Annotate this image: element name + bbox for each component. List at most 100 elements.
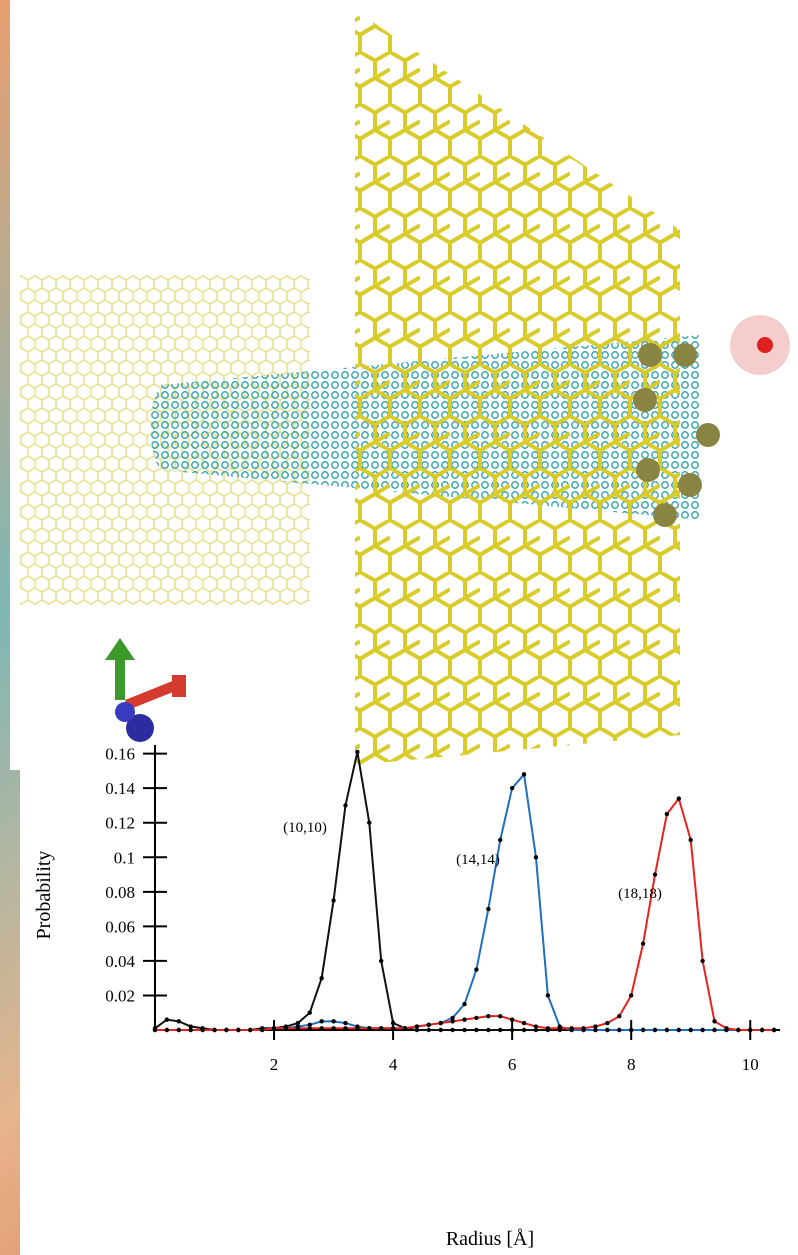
data-point — [640, 941, 646, 946]
data-point — [509, 1027, 515, 1033]
data-point — [224, 1027, 229, 1033]
data-point — [390, 1026, 396, 1031]
data-point — [378, 1026, 384, 1031]
data-point — [498, 837, 503, 843]
data-point — [331, 1026, 336, 1031]
data-point — [593, 1024, 598, 1029]
data-point — [605, 1027, 610, 1033]
data-point — [295, 1026, 301, 1031]
data-point — [521, 1020, 527, 1026]
data-point — [628, 1027, 634, 1033]
data-point — [414, 1024, 420, 1029]
data-point — [450, 1015, 455, 1021]
data-point — [712, 1027, 717, 1033]
y-tick-label: 0.04 — [105, 952, 135, 971]
data-point — [509, 1017, 515, 1022]
data-point — [545, 1026, 551, 1031]
chart-panel — [130, 840, 798, 1255]
data-point — [688, 837, 693, 843]
data-point — [628, 993, 634, 998]
data-point — [474, 1015, 479, 1021]
data-point — [605, 1020, 610, 1026]
y-tick-label: 0.12 — [105, 814, 135, 833]
data-point — [652, 1027, 658, 1033]
y-tick-label: 0.08 — [105, 883, 135, 902]
y-tick-label: 0.02 — [105, 986, 135, 1005]
data-point — [474, 967, 479, 972]
data-point — [438, 1027, 443, 1033]
x-tick-label: 10 — [742, 1055, 759, 1074]
oxygen-atom — [757, 337, 773, 353]
y-tick-label: 0.16 — [105, 745, 135, 764]
data-point — [509, 785, 515, 791]
data-point — [593, 1027, 598, 1033]
data-point — [712, 1019, 717, 1024]
y-axis-label: Probability — [33, 851, 55, 940]
data-point — [557, 1026, 562, 1031]
graphene-sheet-front — [355, 10, 680, 765]
data-point — [688, 1027, 693, 1033]
data-point — [533, 855, 539, 860]
data-point — [414, 1027, 420, 1033]
data-point — [676, 1027, 682, 1033]
data-point — [402, 1026, 408, 1031]
data-point — [759, 1027, 765, 1033]
data-point — [355, 749, 360, 755]
data-point — [307, 1026, 312, 1031]
data-point — [617, 1027, 622, 1033]
data-point — [343, 1026, 348, 1031]
data-point — [438, 1020, 443, 1026]
data-point — [700, 958, 705, 964]
data-point — [152, 1027, 158, 1033]
data-point — [545, 993, 551, 998]
data-point — [331, 898, 336, 903]
x-tick-label: 8 — [627, 1055, 636, 1074]
y-tick-label: 0.06 — [105, 917, 135, 936]
series-label: (10,10) — [283, 820, 327, 836]
data-point — [521, 1027, 527, 1033]
data-point — [176, 1027, 182, 1033]
data-point — [486, 1027, 491, 1033]
data-point — [212, 1027, 217, 1033]
data-point — [426, 1022, 432, 1028]
data-point — [367, 820, 372, 825]
data-point — [724, 1026, 729, 1031]
data-point — [343, 803, 348, 808]
data-point — [652, 872, 658, 877]
series-label: (14,14) — [456, 852, 500, 868]
data-point — [521, 772, 527, 777]
axes-glyph — [105, 638, 186, 742]
data-point — [498, 1013, 503, 1019]
data-point — [378, 958, 384, 964]
x-tick-label: 2 — [270, 1055, 279, 1074]
data-point — [771, 1027, 777, 1033]
data-point — [450, 1027, 455, 1033]
data-point — [486, 906, 491, 912]
data-point — [283, 1026, 289, 1031]
x-tick-label: 6 — [508, 1055, 517, 1074]
data-point — [426, 1027, 432, 1033]
y-tick-label: 0.14 — [105, 779, 135, 798]
data-point — [307, 1010, 312, 1015]
data-point — [176, 1019, 182, 1024]
water-molecules — [633, 343, 720, 527]
data-point — [640, 1027, 646, 1033]
data-point — [533, 1027, 539, 1033]
data-point — [462, 1027, 467, 1033]
data-point — [295, 1020, 301, 1026]
data-point — [343, 1020, 348, 1026]
x-tick-label: 4 — [389, 1055, 398, 1074]
data-point — [474, 1027, 479, 1033]
data-point — [664, 811, 670, 817]
data-point — [676, 796, 682, 801]
data-point — [236, 1027, 241, 1033]
series-label: (18,18) — [618, 886, 662, 902]
y-tick-label: 0.1 — [114, 848, 135, 867]
data-point — [533, 1024, 539, 1029]
data-point — [319, 1026, 324, 1031]
data-point — [319, 975, 324, 981]
data-point — [617, 1013, 622, 1019]
data-point — [248, 1027, 253, 1033]
